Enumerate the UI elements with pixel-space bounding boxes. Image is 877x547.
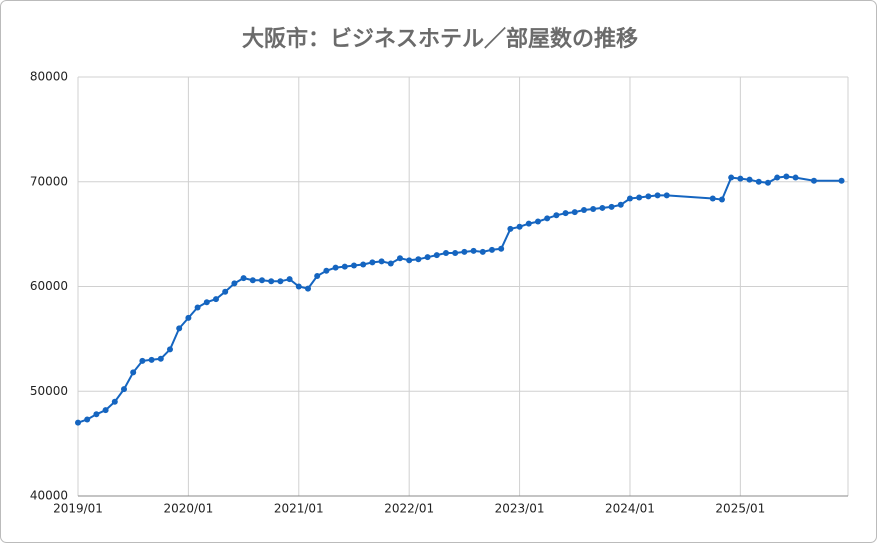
data-point [268, 278, 275, 285]
data-point [350, 262, 357, 269]
data-point [534, 218, 541, 225]
data-point [231, 280, 238, 287]
data-point [442, 249, 449, 256]
data-point [470, 247, 477, 254]
data-point [360, 261, 367, 268]
data-point [341, 263, 348, 270]
data-point [130, 369, 137, 376]
data-point [295, 283, 302, 290]
data-point [636, 194, 643, 201]
data-point [148, 356, 155, 363]
data-point [783, 173, 790, 180]
data-point [222, 288, 229, 295]
data-point [387, 260, 394, 267]
data-point [369, 259, 376, 266]
data-point [277, 278, 284, 285]
data-point [406, 257, 413, 264]
data-point [562, 210, 569, 217]
data-point [737, 175, 744, 182]
data-point [212, 296, 219, 303]
x-tick-label: 2020/01 [163, 502, 213, 516]
data-point [323, 267, 330, 274]
data-point [461, 248, 468, 255]
data-point [608, 203, 615, 210]
data-point [810, 177, 817, 184]
y-tick-label: 70000 [30, 174, 68, 188]
data-point [102, 407, 109, 414]
data-point [176, 325, 183, 332]
data-point [617, 201, 624, 208]
data-point [332, 264, 339, 271]
x-tick-label: 2019/01 [53, 502, 103, 516]
data-point [194, 304, 201, 311]
data-point [111, 398, 118, 405]
data-point [709, 195, 716, 202]
data-point [663, 192, 670, 199]
data-point [203, 299, 210, 306]
data-point [755, 178, 762, 185]
data-point [424, 254, 431, 261]
data-point [84, 416, 91, 423]
data-point [590, 205, 597, 212]
data-point [626, 195, 633, 202]
data-point [378, 258, 385, 265]
data-point [599, 204, 606, 211]
data-point [544, 215, 551, 222]
data-point [571, 209, 578, 216]
y-tick-label: 40000 [30, 489, 68, 503]
data-point [718, 196, 725, 203]
data-point [433, 252, 440, 259]
data-point [553, 212, 560, 219]
data-point [525, 220, 532, 227]
data-point [157, 355, 164, 362]
data-point [120, 386, 127, 393]
data-point [166, 346, 173, 353]
data-point [838, 177, 845, 184]
data-point [764, 179, 771, 186]
data-point [654, 192, 661, 199]
data-point [792, 174, 799, 181]
data-point [185, 314, 192, 321]
data-point [93, 411, 100, 418]
data-point [304, 285, 311, 292]
data-point [488, 246, 495, 253]
data-point [240, 275, 247, 282]
data-point [746, 176, 753, 183]
data-point [645, 193, 652, 200]
data-point [479, 248, 486, 255]
data-point [728, 174, 735, 181]
data-point [452, 249, 459, 256]
x-tick-label: 2023/01 [495, 502, 545, 516]
y-tick-label: 60000 [30, 279, 68, 293]
chart-title: 大阪市：ビジネスホテル／部屋数の推移 [242, 26, 638, 52]
x-tick-label: 2021/01 [274, 502, 324, 516]
data-point [249, 277, 256, 284]
x-tick-label: 2022/01 [384, 502, 434, 516]
data-point [258, 277, 265, 284]
data-point [774, 174, 781, 181]
data-point [415, 256, 422, 263]
y-tick-label: 50000 [30, 384, 68, 398]
data-point [75, 419, 81, 426]
x-tick-label: 2025/01 [715, 502, 765, 516]
data-point [314, 273, 321, 280]
x-tick-label: 2024/01 [605, 502, 655, 516]
data-point [516, 223, 523, 230]
data-point [498, 245, 505, 252]
data-point [139, 357, 146, 364]
data-point [507, 225, 514, 232]
y-tick-label: 80000 [30, 70, 68, 84]
data-point [580, 207, 587, 214]
data-point [286, 276, 293, 283]
data-point [396, 255, 403, 262]
